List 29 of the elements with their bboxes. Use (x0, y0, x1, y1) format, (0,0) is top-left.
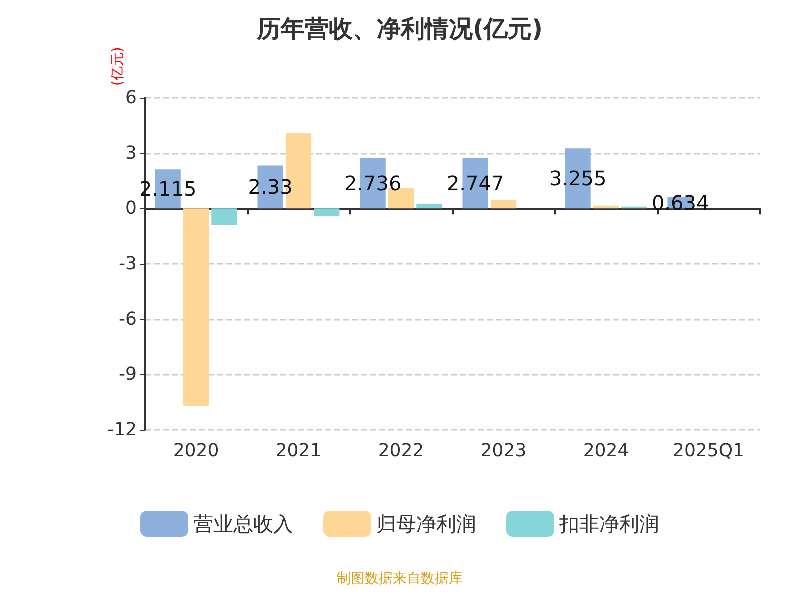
chart-title: 历年营收、净利情况(亿元) (256, 15, 543, 43)
legend-label: 营业总收入 (194, 512, 294, 536)
bar (212, 208, 238, 226)
data-label: 2.736 (344, 171, 402, 196)
text: 制图数据来自数据库 (337, 571, 463, 587)
data-label: 0.634 (652, 190, 710, 215)
y-axis-title: (亿元) (110, 47, 126, 86)
y-tick-label: -9 (119, 364, 137, 386)
x-tick-label: 2023 (480, 440, 527, 462)
x-tick-label: 2025Q1 (673, 440, 744, 462)
bar (490, 200, 517, 209)
y-tick-label: -6 (119, 308, 137, 330)
y-tick-label: -12 (108, 420, 137, 440)
x-tick-label: 2020 (173, 440, 220, 462)
legend-label: 归母净利润 (376, 512, 476, 536)
y-tick-label: 6 (126, 88, 137, 108)
x-tick-label: 2024 (583, 440, 630, 462)
y-tick-label: -3 (119, 254, 137, 274)
y-tick-label: 3 (126, 142, 137, 164)
x-tick-label: 2021 (276, 440, 322, 462)
legend-label: 扣非净利润 (558, 512, 660, 536)
bar (183, 208, 210, 406)
bar (314, 208, 340, 216)
bar (416, 204, 442, 209)
x-tick-label: 2022 (378, 440, 424, 462)
data-label: 3.255 (549, 166, 607, 191)
data-label: 2.747 (446, 171, 504, 196)
bar (593, 206, 620, 209)
y-tick-label: 0 (126, 198, 137, 220)
